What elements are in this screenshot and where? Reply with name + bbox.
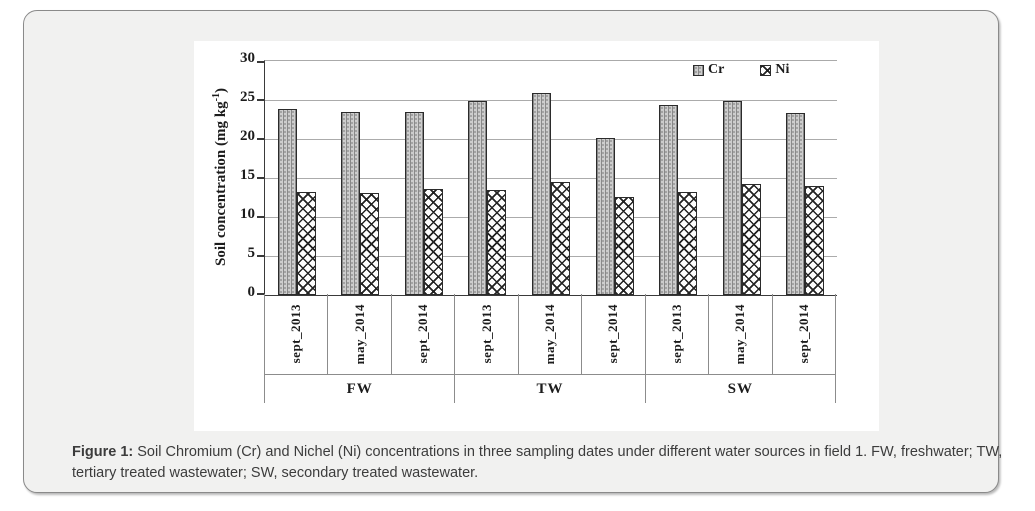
bar-cr-9 — [786, 113, 806, 295]
figure-caption: Figure 1: Soil Chromium (Cr) and Nichel … — [72, 442, 1022, 484]
bar-ni-5 — [551, 181, 570, 295]
y-axis-ticks: 0 5 10 15 20 25 30 — [194, 50, 264, 300]
category-cell-4: sept_2013 — [455, 294, 519, 374]
y-tick-mark-0 — [257, 293, 265, 295]
y-tick-label-5: 5 — [247, 245, 256, 261]
y-tick-mark-20 — [257, 138, 265, 140]
y-tick-mark-10 — [257, 216, 265, 218]
bar-ni-2 — [360, 192, 380, 295]
category-cell-1: sept_2013 — [265, 294, 329, 374]
category-label-3: sept_2014 — [415, 304, 431, 364]
legend-swatch-cr-icon — [693, 64, 704, 76]
y-tick-label-25: 25 — [240, 89, 255, 105]
y-tick-mark-5 — [257, 255, 265, 257]
category-cell-7: sept_2013 — [646, 294, 710, 374]
y-tick-mark-30 — [257, 61, 265, 63]
category-label-1: sept_2013 — [288, 304, 304, 364]
bar-ni-9 — [805, 185, 825, 295]
category-cell-3: sept_2014 — [392, 294, 456, 374]
category-label-7: sept_2013 — [668, 304, 684, 364]
category-label-9: sept_2014 — [795, 304, 811, 364]
legend-label-cr: Cr — [708, 62, 725, 77]
y-tick-mark-15 — [257, 177, 265, 179]
category-row: sept_2013 may_2014 sept_2014 sept_2013 may_2… — [264, 294, 836, 375]
gridline-15 — [265, 177, 837, 179]
y-tick-label-30: 30 — [240, 50, 255, 66]
category-cell-2: may_2014 — [328, 294, 392, 374]
category-cell-6: sept_2014 — [582, 294, 646, 374]
chart-area: Soil concentration (mg kg-1) 0 5 10 15 20 25 3… — [194, 41, 879, 431]
bar-cr-3 — [404, 111, 424, 295]
category-cell-5: may_2014 — [519, 294, 583, 374]
bar-ni-7 — [678, 192, 698, 295]
gridline-20 — [265, 138, 837, 140]
bar-cr-4 — [468, 100, 488, 295]
group-label-sw: SW — [646, 375, 836, 403]
legend-swatch-ni-icon — [760, 64, 772, 76]
bar-cr-7 — [659, 104, 679, 295]
category-label-2: may_2014 — [351, 303, 367, 365]
legend: Cr Ni — [693, 62, 789, 78]
group-label-tw: TW — [455, 375, 646, 403]
bar-cr-8 — [722, 100, 742, 295]
category-cell-9: sept_2014 — [773, 294, 836, 374]
legend-label-ni: Ni — [775, 62, 790, 77]
y-tick-label-20: 20 — [240, 128, 255, 144]
gridline-25 — [265, 99, 837, 101]
legend-entry-ni: Ni — [760, 62, 789, 78]
caption-text: Soil Chromium (Cr) and Nichel (Ni) conce… — [72, 444, 1003, 481]
bar-ni-6 — [614, 196, 634, 295]
category-label-4: sept_2013 — [478, 304, 494, 364]
bar-ni-4 — [487, 189, 507, 295]
bar-cr-2 — [341, 111, 361, 295]
bar-ni-3 — [423, 188, 443, 295]
plot-area: Cr Ni — [257, 60, 837, 296]
bar-cr-1 — [277, 109, 297, 295]
category-label-5: may_2014 — [541, 303, 557, 365]
bar-ni-1 — [296, 192, 316, 295]
group-label-fw: FW — [265, 375, 456, 403]
y-tick-label-15: 15 — [240, 167, 255, 183]
y-tick-label-0: 0 — [247, 284, 256, 300]
bar-cr-6 — [595, 138, 615, 295]
y-tick-label-10: 10 — [240, 206, 255, 222]
category-label-6: sept_2014 — [605, 304, 621, 364]
legend-entry-cr: Cr — [693, 62, 724, 78]
figure-panel: Soil concentration (mg kg-1) 0 5 10 15 20 25 3… — [23, 10, 1002, 493]
group-row: FW TW SW — [264, 375, 836, 403]
caption-label: Figure 1: — [72, 444, 134, 460]
bar-ni-8 — [741, 184, 761, 295]
category-label-8: may_2014 — [732, 303, 748, 365]
category-cell-8: may_2014 — [709, 294, 773, 374]
bar-cr-5 — [532, 93, 551, 295]
y-tick-mark-25 — [257, 99, 265, 101]
